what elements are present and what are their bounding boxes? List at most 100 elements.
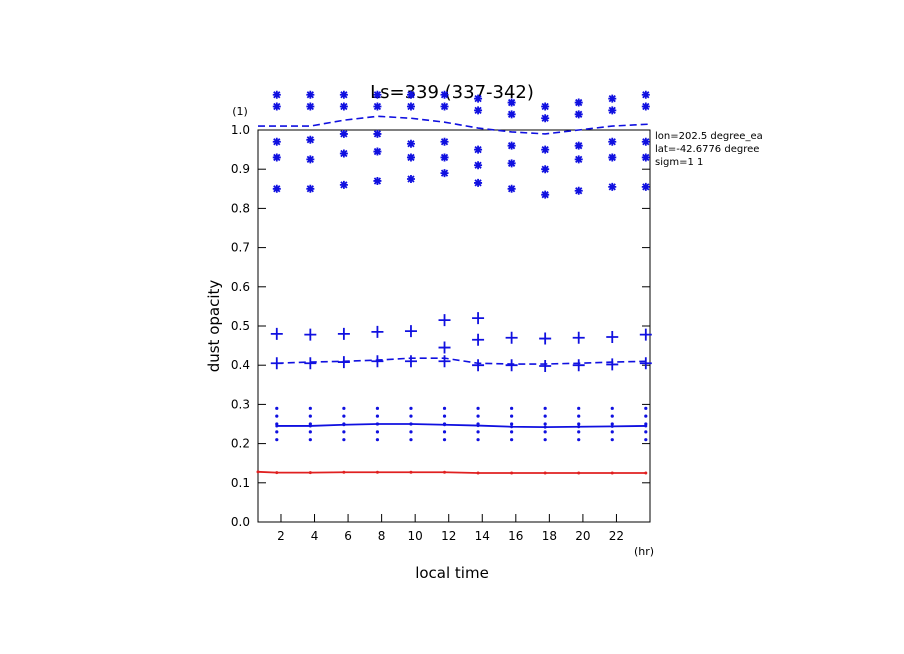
asterisk [608, 153, 617, 162]
asterisk [641, 102, 650, 111]
point [275, 471, 279, 475]
asterisk [574, 186, 583, 195]
plus [472, 333, 485, 346]
dot [342, 422, 346, 426]
plus [606, 330, 619, 343]
dot [644, 422, 648, 426]
asterisk [373, 102, 382, 111]
x-axis-label: local time [415, 564, 489, 582]
x-tick-label: 6 [344, 529, 352, 543]
point [476, 471, 480, 475]
dot [275, 414, 279, 418]
asterisk [440, 137, 449, 146]
asterisk [608, 94, 617, 103]
asterisk [339, 149, 348, 158]
plus [304, 357, 317, 370]
plus [404, 325, 417, 338]
plus [337, 327, 350, 340]
asterisk [406, 175, 415, 183]
asterisk [339, 180, 348, 189]
dot [375, 422, 380, 426]
plus [371, 325, 384, 338]
asterisk [406, 102, 415, 111]
asterisk [507, 141, 516, 150]
asterisk [474, 145, 483, 154]
asterisk [406, 139, 415, 148]
asterisk [641, 182, 650, 191]
asterisk [541, 114, 550, 123]
dot [308, 406, 312, 410]
asterisk [474, 161, 483, 170]
dot [543, 414, 547, 418]
plus [337, 356, 350, 369]
dot [342, 430, 346, 434]
dot [610, 438, 614, 442]
dot [442, 406, 447, 410]
point [610, 424, 614, 428]
x-tick-label: 16 [508, 529, 523, 543]
y-tick-label: 0.1 [231, 476, 250, 490]
point [577, 425, 581, 429]
dot [644, 414, 648, 418]
x-tick-label: 22 [609, 529, 624, 543]
plus [371, 355, 384, 368]
y-tick-label: 0.9 [231, 162, 250, 176]
dot [610, 414, 614, 418]
asterisk [574, 155, 583, 164]
dot [409, 438, 413, 442]
asterisk [406, 90, 415, 99]
x-tick-label: 2 [277, 529, 285, 543]
asterisk [339, 102, 348, 111]
plus [438, 355, 451, 368]
dot [476, 406, 480, 410]
dot [308, 422, 312, 426]
y-tick-label: 0.0 [231, 515, 250, 529]
asterisk [474, 94, 483, 103]
dot [409, 414, 413, 418]
point [342, 470, 346, 474]
dot [510, 406, 514, 410]
x-tick-label: 14 [475, 529, 490, 543]
asterisk [373, 176, 382, 185]
asterisk [272, 184, 281, 193]
dot [342, 414, 346, 418]
y-tick-label: 0.7 [231, 241, 250, 255]
point [610, 471, 614, 475]
point [510, 425, 514, 429]
series-line [258, 115, 651, 135]
dot [308, 430, 312, 434]
dot [510, 414, 514, 418]
asterisk [373, 129, 382, 138]
dot [610, 406, 614, 410]
plus [438, 341, 451, 354]
dot [308, 414, 312, 418]
dot [577, 430, 581, 434]
plus [505, 359, 518, 372]
plus [606, 358, 619, 371]
dot [476, 422, 480, 426]
dot [543, 430, 547, 434]
x-tick-label: 18 [542, 529, 557, 543]
dot [375, 438, 380, 442]
plus [505, 331, 518, 344]
plus [639, 328, 652, 341]
dot [476, 438, 480, 442]
asterisk [306, 184, 315, 193]
asterisk [608, 137, 617, 146]
point [256, 470, 260, 474]
asterisk [507, 98, 516, 107]
asterisk [406, 153, 415, 162]
dot [510, 430, 514, 434]
point [375, 470, 379, 474]
dot [442, 430, 447, 434]
dot [510, 422, 514, 426]
asterisk [574, 98, 583, 107]
y-unit: (1) [232, 105, 248, 118]
annotation: sigm=1 1 [655, 157, 703, 168]
dot [275, 430, 279, 434]
point [409, 470, 413, 474]
asterisk [474, 178, 483, 187]
asterisk [474, 106, 483, 115]
asterisk [541, 102, 550, 111]
annotations: lon=202.5 degree_ea lat=-42.6776 degree … [655, 131, 763, 168]
